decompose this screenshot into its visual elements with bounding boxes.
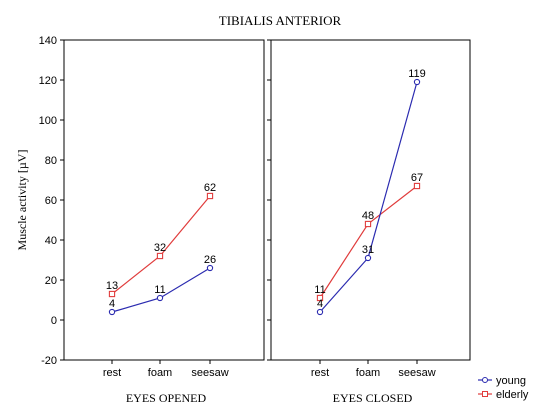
y-tick-label: 20 bbox=[45, 275, 57, 287]
y-tick-label: 80 bbox=[45, 155, 57, 167]
series-young: 4 11 26 bbox=[108, 254, 216, 316]
panel-1: rest foam seesaw EYES OPENED 13 32 62 4 11 26 bbox=[63, 39, 265, 405]
series-young: 4 31 119 bbox=[316, 68, 426, 316]
y-tick-label: 0 bbox=[51, 315, 57, 327]
series-line bbox=[319, 185, 418, 299]
plot-frame bbox=[270, 39, 471, 361]
x-tick-label: rest bbox=[103, 367, 121, 379]
y-tick-label: 100 bbox=[39, 115, 57, 127]
data-point bbox=[316, 294, 324, 302]
y-tick-label: -20 bbox=[41, 355, 57, 367]
x-axis-label: EYES OPENED bbox=[126, 391, 207, 405]
data-point bbox=[364, 220, 372, 228]
chart-title: TIBIALIS ANTERIOR bbox=[219, 13, 342, 28]
y-tick-label: 120 bbox=[39, 75, 57, 87]
legend-item-young: young bbox=[478, 375, 526, 387]
x-tick-label: foam bbox=[356, 367, 380, 379]
data-label: 48 bbox=[362, 210, 374, 222]
legend: young elderly bbox=[478, 375, 529, 401]
data-point bbox=[413, 182, 421, 190]
legend-item-elderly: elderly bbox=[478, 389, 529, 401]
data-label: 4 bbox=[109, 298, 115, 310]
series-elderly: 13 32 62 bbox=[106, 182, 216, 298]
x-axis-label: EYES CLOSED bbox=[333, 391, 413, 405]
data-label: 32 bbox=[154, 242, 166, 254]
y-tick-label: 140 bbox=[39, 35, 57, 47]
data-point bbox=[108, 290, 116, 298]
data-label: 67 bbox=[411, 172, 423, 184]
data-label: 26 bbox=[204, 254, 216, 266]
data-label: 4 bbox=[317, 298, 323, 310]
data-point bbox=[206, 192, 214, 200]
legend-label: elderly bbox=[496, 389, 529, 401]
y-axis-ticks: -20 0 20 40 60 80 100 120 140 bbox=[39, 35, 64, 367]
legend-label: young bbox=[496, 375, 526, 387]
data-label: 13 bbox=[106, 280, 118, 292]
data-point bbox=[156, 252, 164, 260]
data-label: 11 bbox=[154, 284, 165, 296]
data-label: 62 bbox=[204, 182, 216, 194]
x-tick-label: seesaw bbox=[398, 367, 435, 379]
x-tick-label: seesaw bbox=[191, 367, 228, 379]
data-label: 31 bbox=[362, 244, 374, 256]
data-point bbox=[413, 78, 421, 86]
data-label: 119 bbox=[408, 68, 426, 80]
y-tick-label: 60 bbox=[45, 195, 57, 207]
data-point bbox=[316, 308, 324, 316]
data-point bbox=[364, 254, 372, 262]
series-elderly: 11 48 67 bbox=[314, 172, 423, 302]
x-tick-label: foam bbox=[148, 367, 172, 379]
data-point bbox=[108, 308, 116, 316]
plot-frame bbox=[63, 39, 265, 361]
y-tick-label: 40 bbox=[45, 235, 57, 247]
panel-2: rest foam seesaw EYES CLOSED 11 48 67 4 31 119 bbox=[267, 39, 471, 405]
legend-marker bbox=[482, 377, 488, 383]
x-tick-label: rest bbox=[311, 367, 329, 379]
y-axis-label: Muscle activity [µV] bbox=[15, 150, 29, 251]
data-point bbox=[206, 264, 214, 272]
data-label: 11 bbox=[314, 284, 325, 296]
legend-marker bbox=[482, 391, 488, 397]
data-point bbox=[156, 294, 164, 302]
